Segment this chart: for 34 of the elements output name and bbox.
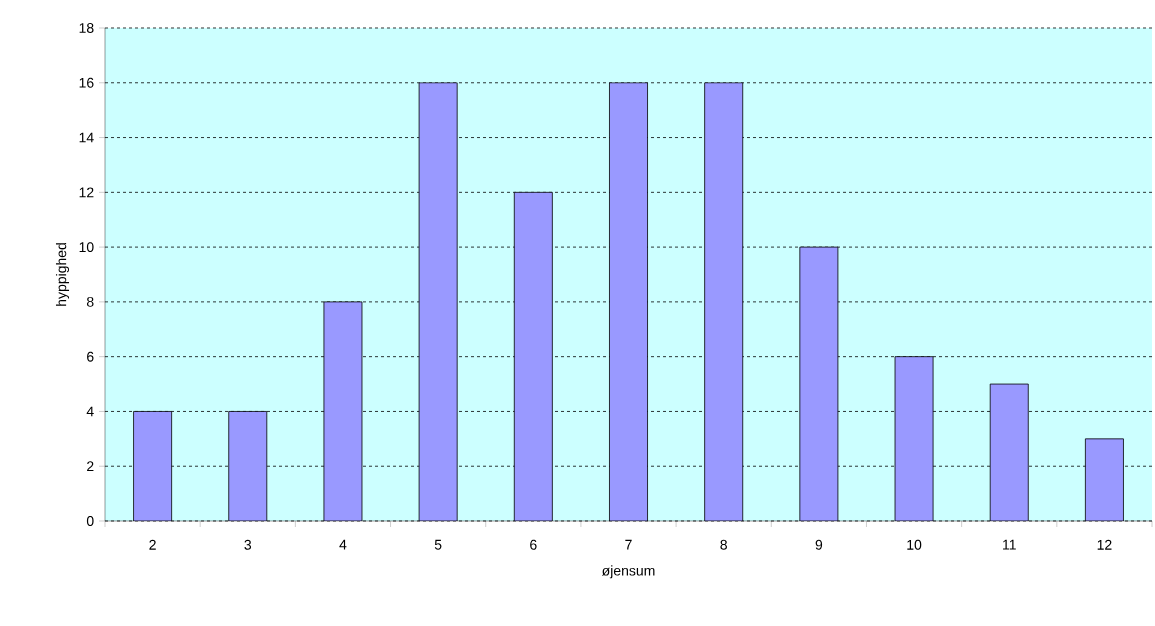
bar [513,191,553,521]
y-tick-label: 12 [79,187,94,198]
x-tick-label: 3 [244,539,252,550]
bar [989,383,1029,521]
y-tick-label: 0 [86,516,94,526]
y-tick-label: 2 [87,461,94,472]
x-tick-label: 8 [720,539,727,550]
x-tick-label: 5 [434,539,442,550]
bar [323,301,363,521]
y-tick-label: 6 [87,351,94,362]
bar [1084,438,1124,521]
x-tick-label: 12 [1097,539,1112,550]
bar [609,82,648,521]
y-tick-label: 14 [79,132,94,143]
y-tick-label: 18 [79,23,94,33]
x-tick-label: 6 [530,539,537,550]
y-tick-label: 8 [86,296,94,307]
x-tick-label: 7 [625,539,632,550]
y-tick-label: 10 [79,242,94,253]
bar [228,411,268,521]
x-axis-title: øjensum [601,565,655,579]
bar [133,411,173,521]
y-tick-label: 16 [79,77,94,88]
x-tick-label: 10 [907,539,922,550]
x-tick-label: 11 [1003,539,1016,550]
bar [799,246,839,521]
y-axis-title: hyppighed [55,243,70,306]
bar [704,82,744,521]
x-tick-label: 4 [339,539,347,550]
y-tick-label: 4 [86,406,94,417]
bar [418,82,458,521]
bar [894,356,934,521]
x-tick-label: 2 [149,539,156,550]
x-tick-label: 9 [815,539,823,550]
